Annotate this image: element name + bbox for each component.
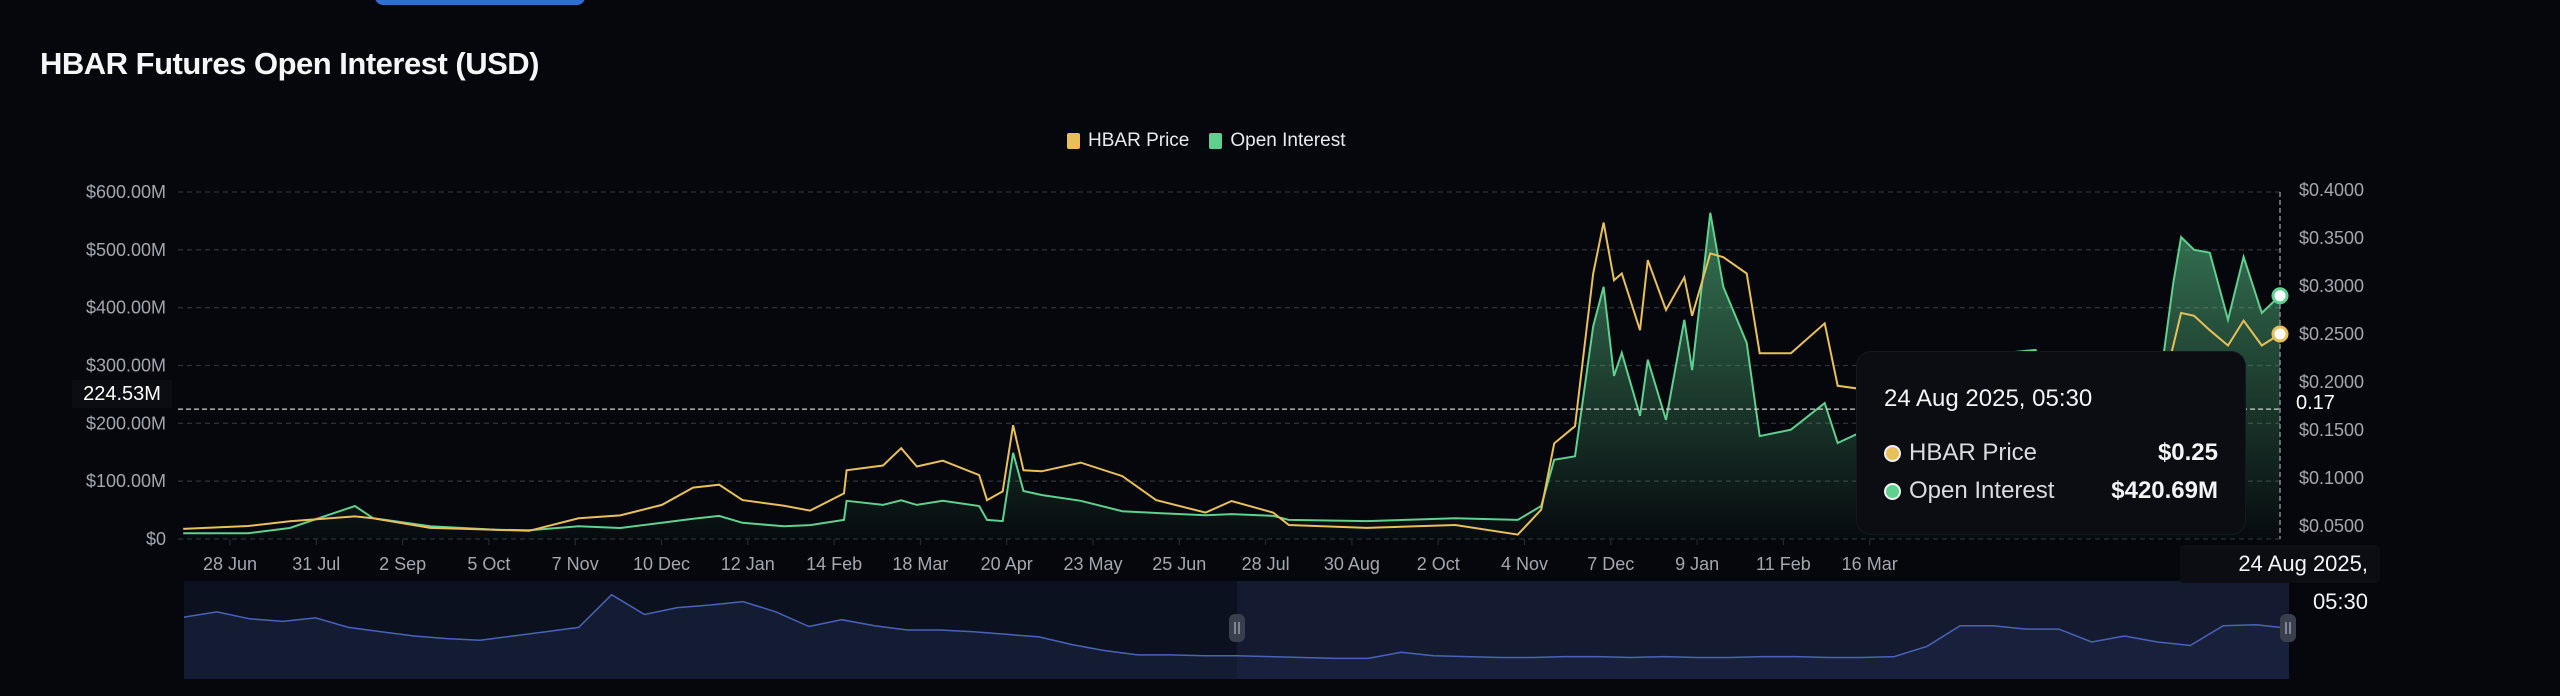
- crosshair: [178, 192, 2289, 539]
- crosshair-x-label: 24 Aug 2025, 05:30: [2180, 545, 2380, 614]
- x-tick-label: 2 Sep: [379, 554, 426, 574]
- navigator-line: [183, 593, 2290, 660]
- x-tick-label: 20 Apr: [981, 554, 1033, 574]
- y-right-tick-label: $0.1000: [2299, 468, 2364, 488]
- x-tick-label: 28 Jul: [1242, 554, 1290, 574]
- y-right-tick-label: $0.3000: [2299, 276, 2364, 296]
- top-button[interactable]: [375, 0, 585, 5]
- navigator-area: [184, 594, 2289, 679]
- y-axis-right: $0.0500 $0.1000 $0.1500 $0.2000 $0.2500 $0.30…: [2299, 180, 2364, 536]
- y-tick-label: $300.00M: [86, 356, 166, 376]
- open-interest-area: [183, 212, 2280, 540]
- tooltip-label: HBAR Price: [1909, 439, 2038, 466]
- y-tick-label: $400.00M: [86, 298, 166, 318]
- x-tick-label: 7 Dec: [1587, 554, 1634, 574]
- tooltip-value: $420.69M: [2111, 477, 2218, 504]
- y-right-tick-label: $0.4000: [2299, 180, 2364, 200]
- navigator-handle[interactable]: [1229, 614, 1245, 642]
- x-tick-label: 11 Feb: [1756, 554, 1811, 574]
- x-axis: 28 Jun 31 Jul 2 Sep 5 Oct 7 Nov 10 Dec 12 Jan 1…: [203, 539, 1898, 574]
- price-swatch: [1067, 133, 1080, 149]
- y-axis-left: $0 $100.00M $200.00M $300.00M $400.00M $500.0…: [86, 182, 166, 549]
- y-tick-label: $200.00M: [86, 413, 166, 433]
- x-tick-label: 28 Jun: [203, 554, 257, 574]
- y-right-tick-label: $0.0500: [2299, 516, 2364, 536]
- crosshair-y-right-label: 0.17: [2296, 390, 2356, 416]
- x-tick-label: 18 Mar: [892, 554, 948, 574]
- legend: HBAR Price Open Interest: [1067, 130, 1345, 152]
- x-tick-label: 16 Mar: [1842, 554, 1898, 574]
- price-marker: [2271, 325, 2289, 343]
- tooltip-row-open-interest: Open Interest $420.69M: [1884, 477, 2218, 505]
- tooltip: 24 Aug 2025, 05:30 HBAR Price $0.25 Open…: [1857, 352, 2245, 534]
- y-right-tick-label: $0.1500: [2299, 420, 2364, 440]
- x-tick-label: 25 Jun: [1152, 554, 1206, 574]
- y-tick-label: $600.00M: [86, 182, 166, 202]
- legend-item-price[interactable]: HBAR Price: [1067, 130, 1189, 152]
- y-right-tick-label: $0.2500: [2299, 324, 2364, 344]
- x-tick-label: 30 Aug: [1324, 554, 1380, 574]
- chart-title: HBAR Futures Open Interest (USD): [40, 46, 539, 81]
- crosshair-y-left-label: 224.53M: [72, 380, 172, 408]
- x-tick-label: 14 Feb: [806, 554, 862, 574]
- open-interest-marker: [2271, 287, 2289, 305]
- navigator-handle[interactable]: [2280, 614, 2296, 642]
- legend-item-open-interest[interactable]: Open Interest: [1209, 130, 1345, 152]
- tooltip-date: 24 Aug 2025, 05:30: [1884, 385, 2093, 412]
- x-tick-label: 12 Jan: [721, 554, 775, 574]
- x-tick-label: 9 Jan: [1675, 554, 1719, 574]
- legend-label: Open Interest: [1230, 130, 1346, 151]
- tooltip-row-price: HBAR Price $0.25: [1884, 439, 2218, 467]
- navigator[interactable]: [183, 581, 2296, 679]
- price-dot-icon: [1884, 444, 1901, 462]
- tooltip-label: Open Interest: [1909, 477, 2055, 504]
- x-tick-label: 7 Nov: [552, 554, 599, 574]
- x-tick-label: 10 Dec: [633, 554, 690, 574]
- tooltip-value: $0.25: [2157, 439, 2218, 466]
- legend-label: HBAR Price: [1088, 130, 1190, 151]
- x-tick-label: 5 Oct: [467, 554, 510, 574]
- y-tick-label: $0: [146, 529, 166, 549]
- y-right-tick-label: $0.3500: [2299, 228, 2364, 248]
- x-tick-label: 2 Oct: [1417, 554, 1460, 574]
- y-right-tick-label: $0.2000: [2299, 372, 2364, 392]
- x-tick-label: 4 Nov: [1501, 554, 1548, 574]
- x-tick-label: 31 Jul: [292, 554, 340, 574]
- open-interest-swatch: [1209, 133, 1223, 149]
- x-tick-label: 23 May: [1063, 554, 1122, 574]
- y-tick-label: $500.00M: [86, 240, 166, 260]
- y-tick-label: $100.00M: [86, 471, 166, 491]
- open-interest-dot-icon: [1884, 482, 1901, 500]
